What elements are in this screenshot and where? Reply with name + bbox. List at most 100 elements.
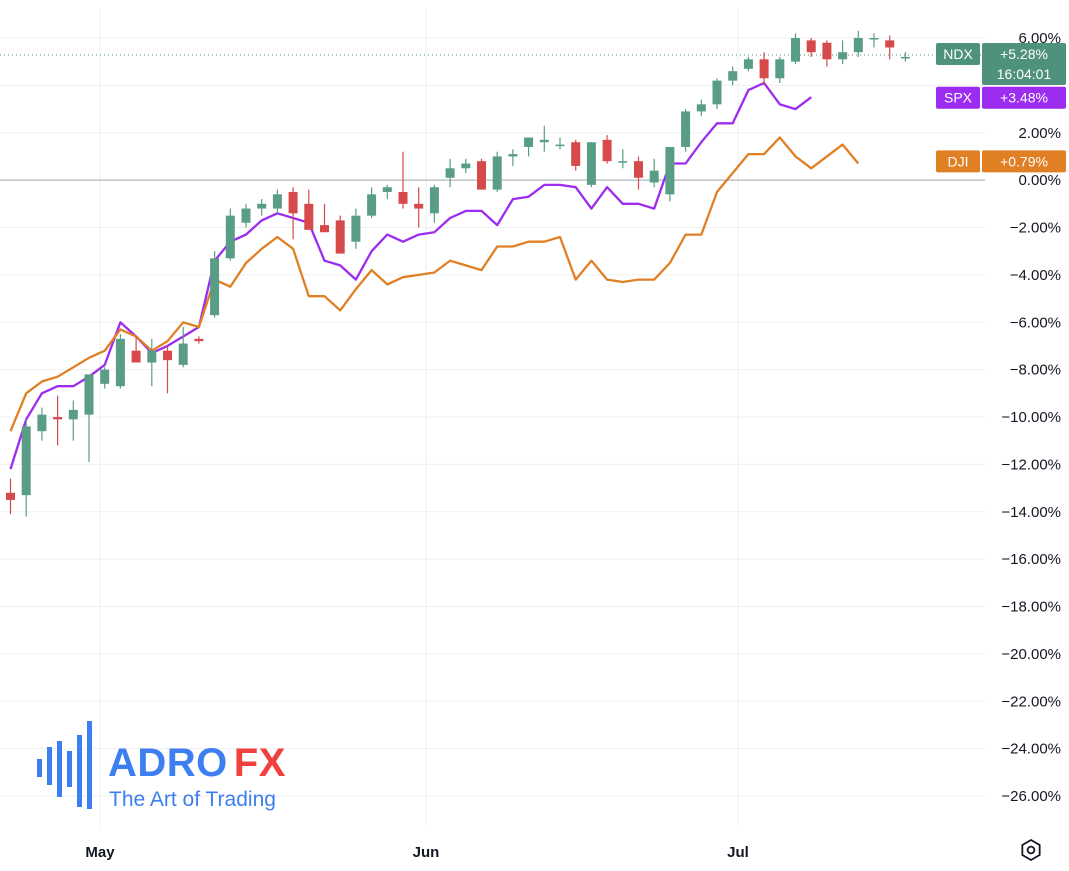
candle-body xyxy=(257,203,267,209)
watermark-brand: ADRO FX xyxy=(108,741,286,785)
y-tick-label: −16.00% xyxy=(1001,551,1061,568)
candle xyxy=(445,158,455,188)
candle-body xyxy=(367,194,377,216)
y-tick-label: −24.00% xyxy=(1001,741,1061,758)
candle xyxy=(869,33,879,48)
candle-body xyxy=(461,163,471,169)
candle-body xyxy=(759,59,769,79)
candle xyxy=(131,336,141,363)
adrofx-logo-icon xyxy=(37,721,92,809)
candle xyxy=(885,35,895,60)
candle xyxy=(492,151,502,192)
candle-body xyxy=(696,104,706,112)
candle-body xyxy=(84,374,94,415)
candle xyxy=(398,151,408,209)
candle-body xyxy=(649,170,659,183)
adrofx-watermark: ADRO FX The Art of Trading xyxy=(37,721,286,811)
candle xyxy=(68,400,78,441)
candle xyxy=(838,40,848,65)
candle xyxy=(272,189,282,214)
candle-body xyxy=(555,144,565,147)
candle-body xyxy=(806,40,816,53)
candle xyxy=(351,208,361,249)
logo-bar xyxy=(37,759,42,777)
candle-body xyxy=(147,350,157,363)
y-tick-label: −12.00% xyxy=(1001,456,1061,473)
candle xyxy=(571,139,581,171)
candle xyxy=(555,137,565,150)
badge-value-box xyxy=(982,86,1066,109)
candle-body xyxy=(634,161,643,178)
candle xyxy=(461,158,471,174)
candle-body xyxy=(838,52,848,60)
candle xyxy=(37,407,47,441)
badge-symbol: DJI xyxy=(948,153,969,169)
candle xyxy=(665,146,675,202)
price-badges: NDX +5.28% 16:04:01 SPX +3.48% DJI +0.79% xyxy=(936,43,1066,173)
candle-body xyxy=(743,59,753,69)
x-tick-label: Jul xyxy=(727,844,749,861)
candle xyxy=(634,156,643,190)
logo-bar xyxy=(87,721,92,809)
dji-line xyxy=(9,136,860,432)
badge-value: +0.79% xyxy=(1000,153,1048,169)
candle-body xyxy=(288,191,298,214)
y-tick-label: 6.00% xyxy=(1018,30,1061,47)
y-tick-label: −22.00% xyxy=(1001,693,1061,710)
candle xyxy=(100,367,110,389)
candle xyxy=(759,52,769,86)
candle-body xyxy=(728,71,738,81)
candle xyxy=(429,184,439,223)
candle xyxy=(743,56,753,72)
candle-body xyxy=(320,225,329,233)
candle xyxy=(241,203,251,228)
candle-body xyxy=(6,492,15,500)
candle-body xyxy=(524,137,534,147)
y-tick-label: −20.00% xyxy=(1001,646,1061,663)
badge-symbol-box xyxy=(936,150,980,173)
badge-value: +5.28% xyxy=(1000,46,1048,62)
candle xyxy=(602,135,612,164)
candle-body xyxy=(163,350,172,361)
candle-body xyxy=(115,338,125,387)
candle xyxy=(382,184,392,200)
candle xyxy=(84,374,94,463)
candle-body xyxy=(241,208,251,223)
candle-body xyxy=(304,203,314,230)
dji-badge: DJI +0.79% xyxy=(936,150,1066,173)
x-tick-label: Jun xyxy=(413,844,440,861)
candle-body xyxy=(712,80,722,105)
candle-body xyxy=(775,59,785,79)
badge-symbol: NDX xyxy=(943,46,973,62)
candle xyxy=(539,125,549,152)
watermark-brand-a: ADRO xyxy=(108,741,228,785)
candle-body xyxy=(131,350,141,363)
series-lines xyxy=(0,54,985,470)
candle-body xyxy=(53,417,63,420)
settings-icon[interactable] xyxy=(1021,838,1041,862)
y-tick-label: −10.00% xyxy=(1001,409,1061,426)
y-tick-label: −6.00% xyxy=(1010,314,1061,331)
candle xyxy=(225,208,235,261)
y-axis: 6.00% 2.00% 0.00% −2.00% −4.00% −6.00% −8.00% −… xyxy=(1001,30,1061,805)
badge-symbol-box xyxy=(936,86,980,109)
candle xyxy=(163,345,172,394)
candle-body xyxy=(351,215,361,242)
candle-body xyxy=(429,187,439,214)
y-tick-label: −18.00% xyxy=(1001,599,1061,616)
candle xyxy=(775,56,785,84)
candle-body xyxy=(602,139,612,162)
candle xyxy=(6,478,15,515)
watermark-tagline: The Art of Trading xyxy=(109,788,276,811)
candle xyxy=(320,203,329,233)
badge-value: +3.48% xyxy=(1000,90,1048,106)
candle-body xyxy=(225,215,235,259)
candle-body xyxy=(21,426,31,496)
candle-body xyxy=(445,168,455,178)
candle xyxy=(822,40,832,67)
candle xyxy=(649,158,659,188)
candle xyxy=(21,419,31,517)
candle-body xyxy=(539,139,549,143)
candle xyxy=(115,334,125,389)
y-tick-label: −8.00% xyxy=(1010,362,1061,379)
